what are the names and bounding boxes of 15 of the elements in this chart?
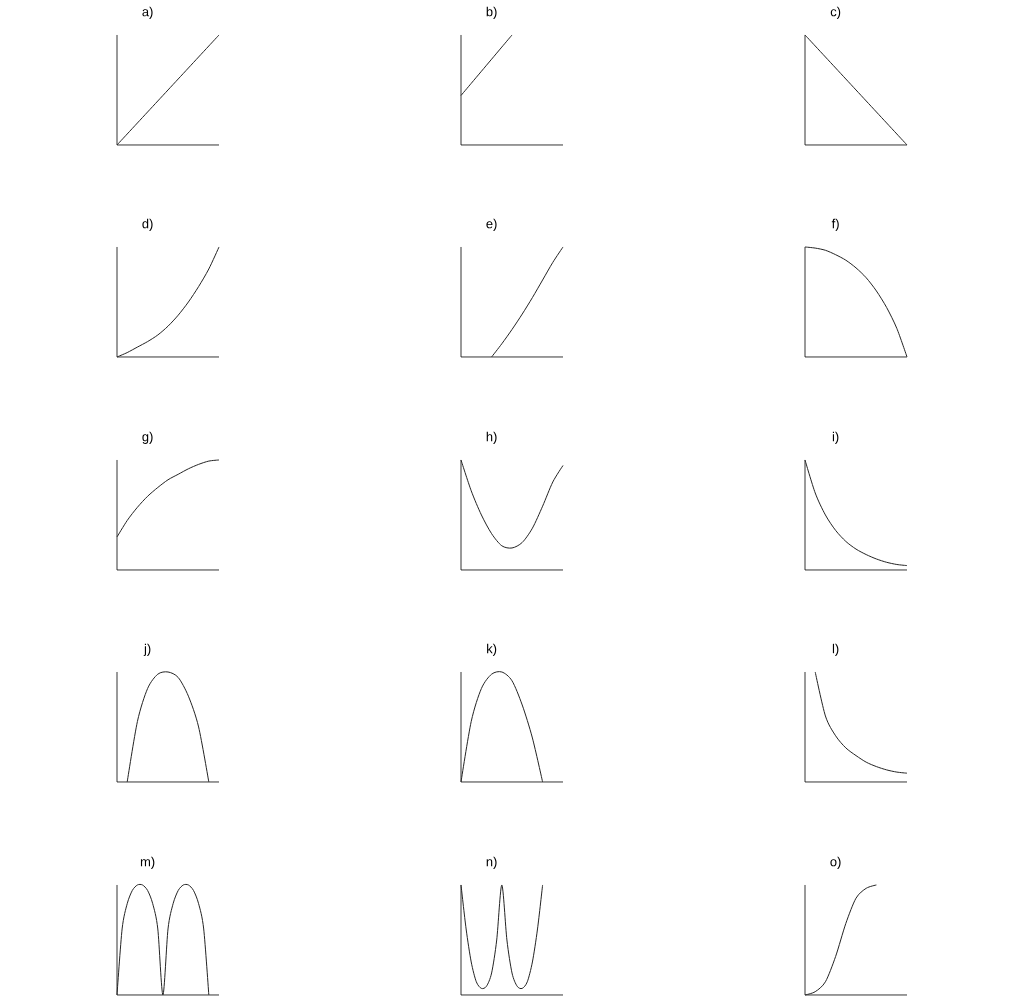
chart-title: i) (832, 431, 839, 444)
chart-title: n) (486, 856, 497, 869)
chart-title: e) (486, 218, 497, 231)
chart-title: f) (831, 218, 839, 231)
chart-title: c) (830, 6, 841, 19)
chart-title: h) (486, 431, 497, 444)
chart-title: l) (832, 643, 839, 656)
chart-title: m) (140, 856, 155, 869)
chart-title: g) (142, 431, 153, 444)
chart-title: a) (142, 6, 153, 19)
chart-title: o) (830, 856, 841, 869)
chart-title: k) (487, 643, 497, 656)
chart-title: d) (142, 218, 153, 231)
chart-title: b) (486, 6, 497, 19)
chart-title: j) (143, 643, 151, 656)
